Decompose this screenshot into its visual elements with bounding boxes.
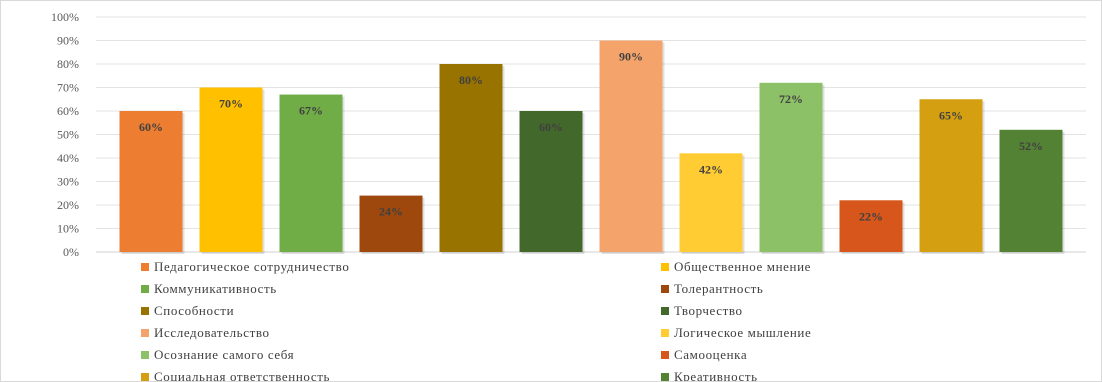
legend-swatch — [661, 307, 669, 315]
legend-swatch — [141, 329, 149, 337]
legend-item: Педагогическое сотрудничество — [141, 259, 349, 274]
legend-label: Осознание самого себя — [154, 347, 294, 362]
data-label: 60% — [139, 120, 163, 134]
legend-item: Толерантность — [661, 281, 763, 296]
legend-item: Креативность — [661, 369, 758, 381]
y-tick-label: 10% — [57, 222, 79, 236]
legend-swatch — [141, 307, 149, 315]
y-tick-label: 80% — [57, 57, 79, 71]
legend-label: Коммуникативность — [154, 281, 277, 296]
legend-swatch — [661, 373, 669, 381]
bar — [999, 129, 1063, 252]
y-tick-label: 40% — [57, 151, 79, 165]
y-tick-label: 20% — [57, 198, 79, 212]
legend-label: Самооценка — [674, 347, 747, 362]
legend-label: Социальная ответственность — [154, 369, 330, 381]
data-label: 90% — [619, 50, 643, 64]
data-label: 22% — [859, 209, 883, 223]
bar — [919, 99, 983, 252]
legend-swatch — [141, 263, 149, 271]
legend-item: Общественное мнение — [661, 259, 811, 274]
legend-label: Творчество — [674, 303, 743, 318]
legend-label: Способности — [154, 303, 234, 318]
legend: Педагогическое сотрудничество Общественно… — [141, 259, 811, 381]
legend-swatch — [661, 285, 669, 293]
data-label: 67% — [299, 104, 323, 118]
bar — [359, 195, 423, 252]
y-tick-label: 60% — [57, 104, 79, 118]
legend-item: Осознание самого себя — [141, 347, 294, 362]
legend-swatch — [661, 263, 669, 271]
legend-item: Способности — [141, 303, 234, 318]
bar — [119, 111, 183, 252]
legend-item: Логическое мышление — [661, 325, 811, 340]
bars — [119, 40, 1065, 254]
y-tick-label: 30% — [57, 175, 79, 189]
legend-swatch — [141, 351, 149, 359]
data-label: 52% — [1019, 139, 1043, 153]
legend-swatch — [141, 285, 149, 293]
bar — [279, 94, 343, 252]
legend-label: Общественное мнение — [674, 259, 811, 274]
y-tick-label: 100% — [51, 10, 79, 24]
legend-item: Коммуникативность — [141, 281, 277, 296]
data-label: 42% — [699, 162, 723, 176]
legend-swatch — [661, 329, 669, 337]
legend-label: Логическое мышление — [674, 325, 811, 340]
data-label: 24% — [379, 205, 403, 219]
legend-swatch — [661, 351, 669, 359]
bar — [839, 200, 903, 252]
bar — [759, 82, 823, 252]
y-axis-ticks: 0% 10% 20% 30% 40% 50% 60% 70% 80% 90% 100% — [51, 10, 79, 259]
legend-label: Исследовательство — [154, 325, 270, 340]
data-label: 80% — [459, 73, 483, 87]
y-tick-label: 0% — [63, 245, 79, 259]
y-tick-label: 70% — [57, 81, 79, 95]
legend-item: Исследовательство — [141, 325, 270, 340]
bar — [679, 153, 743, 252]
legend-item: Социальная ответственность — [141, 369, 330, 381]
legend-swatch — [141, 373, 149, 381]
data-labels: 60% 70% 67% 24% 80% 60% 90% 42% 72% 22% 65% 52% — [139, 50, 1043, 224]
bar — [439, 64, 503, 252]
y-tick-label: 90% — [57, 34, 79, 48]
data-label: 65% — [939, 108, 963, 122]
legend-item: Самооценка — [661, 347, 747, 362]
legend-item: Творчество — [661, 303, 743, 318]
bar — [199, 87, 263, 252]
y-tick-label: 50% — [57, 128, 79, 142]
data-label: 72% — [779, 92, 803, 106]
bar — [519, 111, 583, 252]
legend-label: Толерантность — [674, 281, 763, 296]
bar — [599, 40, 663, 252]
data-label: 70% — [219, 97, 243, 111]
legend-label: Педагогическое сотрудничество — [154, 259, 349, 274]
legend-label: Креативность — [674, 369, 758, 381]
data-label: 60% — [539, 120, 563, 134]
